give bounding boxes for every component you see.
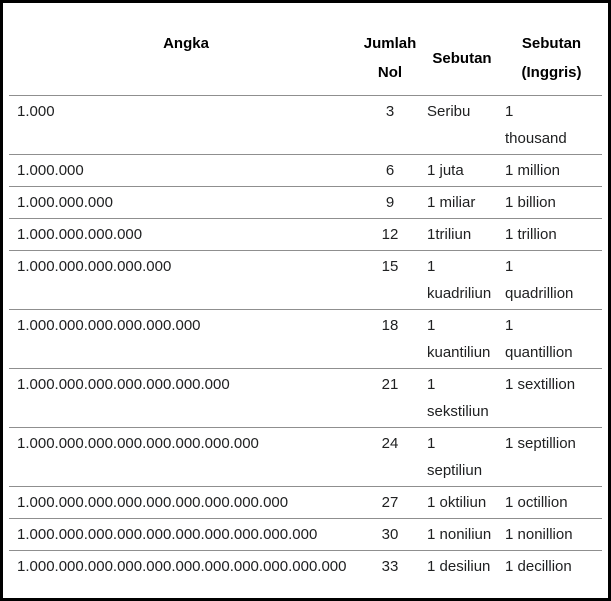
jumlah-nol-cell: 3 — [363, 95, 417, 155]
jumlah-nol-cell: 9 — [363, 186, 417, 219]
jumlah-nol-cell: 24 — [363, 427, 417, 487]
table-row: 1.000.000.000.000.000.000.000.000.000.00… — [9, 518, 602, 551]
angka-cell: 1.000.000.000.000.000.000 — [9, 309, 363, 369]
sebutan-inggris-cell: 1 octillion — [497, 486, 602, 519]
table-row: 1.000.000.000.000.000.000.000.000.000.00… — [9, 551, 602, 583]
table-row: 1.000.000.000.000.000 15 1 kuadriliun 1 … — [9, 250, 602, 310]
angka-cell: 1.000.000.000.000.000 — [9, 250, 363, 310]
col-header-sebutan: Sebutan — [417, 8, 497, 96]
table-row: 1.000.000.000.000.000.000 18 1 kuantiliu… — [9, 309, 602, 369]
jumlah-nol-cell: 15 — [363, 250, 417, 310]
table-row: 1.000.000 6 1 juta 1 million — [9, 154, 602, 187]
angka-cell: 1.000.000.000.000.000.000.000.000.000.00… — [17, 558, 347, 575]
angka-cell: 1.000 — [9, 95, 363, 155]
sebutan-inggris-cell: 1 billion — [497, 186, 602, 219]
sebutan-cell: 1triliun — [417, 218, 497, 251]
angka-cell: 1.000.000.000.000 — [9, 218, 363, 251]
table-row: 1.000 3 Seribu 1 thousand — [9, 95, 602, 155]
col-header-angka: Angka — [9, 8, 363, 96]
sebutan-inggris-cell: 1 decillion — [505, 558, 572, 575]
sebutan-cell: 1 noniliun — [417, 518, 497, 551]
sebutan-inggris-cell: 1 thousand — [497, 95, 602, 155]
sebutan-inggris-cell: 1 trillion — [497, 218, 602, 251]
jumlah-nol-cell: 30 — [363, 518, 417, 551]
sebutan-cell: 1 sekstiliun — [417, 368, 497, 428]
angka-cell: 1.000.000.000.000.000.000.000.000.000 — [9, 486, 363, 519]
angka-cell: 1.000.000.000.000.000.000.000 — [9, 368, 363, 428]
sebutan-cell: 1 desiliun — [427, 558, 491, 575]
angka-cell: 1.000.000.000 — [9, 186, 363, 219]
jumlah-nol-cell: 27 — [363, 486, 417, 519]
jumlah-nol-cell: 12 — [363, 218, 417, 251]
sebutan-inggris-cell: 1 million — [497, 154, 602, 187]
angka-cell: 1.000.000 — [9, 154, 363, 187]
col-header-jumlah-nol: Jumlah Nol — [363, 8, 417, 96]
table-body: 1.000 3 Seribu 1 thousand 1.000.000 6 1 … — [9, 95, 602, 583]
sebutan-cell: Seribu — [417, 95, 497, 155]
sebutan-inggris-cell: 1 sextillion — [497, 368, 602, 428]
sebutan-inggris-cell: 1 quantillion — [497, 309, 602, 369]
sebutan-cell: 1 kuadriliun — [417, 250, 497, 310]
table-row: 1.000.000.000.000.000.000.000.000.000 27… — [9, 486, 602, 519]
jumlah-nol-cell: 18 — [363, 309, 417, 369]
table-row: 1.000.000.000.000 12 1triliun 1 trillion — [9, 218, 602, 251]
col-header-sebutan-inggris: Sebutan (Inggris) — [497, 8, 602, 96]
sebutan-cell: 1 miliar — [417, 186, 497, 219]
jumlah-nol-cell: 6 — [363, 154, 417, 187]
sebutan-cell: 1 juta — [417, 154, 497, 187]
sebutan-inggris-cell: 1 septillion — [497, 427, 602, 487]
table-row: 1.000.000.000 9 1 miliar 1 billion — [9, 186, 602, 219]
sebutan-inggris-cell: 1 quadrillion — [497, 250, 602, 310]
sebutan-inggris-cell: 1 nonillion — [497, 518, 602, 551]
table-row: 1.000.000.000.000.000.000.000 21 1 sekst… — [9, 368, 602, 428]
sebutan-cell: 1 kuantiliun — [417, 309, 497, 369]
jumlah-nol-cell: 21 — [363, 368, 417, 428]
sebutan-cell: 1 septiliun — [417, 427, 497, 487]
jumlah-nol-cell: 33 — [381, 558, 399, 575]
sebutan-cell: 1 oktiliun — [417, 486, 497, 519]
header-row: Angka Jumlah Nol Sebutan Sebutan (Inggri… — [9, 8, 602, 96]
angka-cell: 1.000.000.000.000.000.000.000.000.000.00… — [9, 518, 363, 551]
number-names-table: Angka Jumlah Nol Sebutan Sebutan (Inggri… — [9, 8, 602, 582]
angka-cell: 1.000.000.000.000.000.000.000.000 — [9, 427, 363, 487]
table-row: 1.000.000.000.000.000.000.000.000 24 1 s… — [9, 427, 602, 487]
